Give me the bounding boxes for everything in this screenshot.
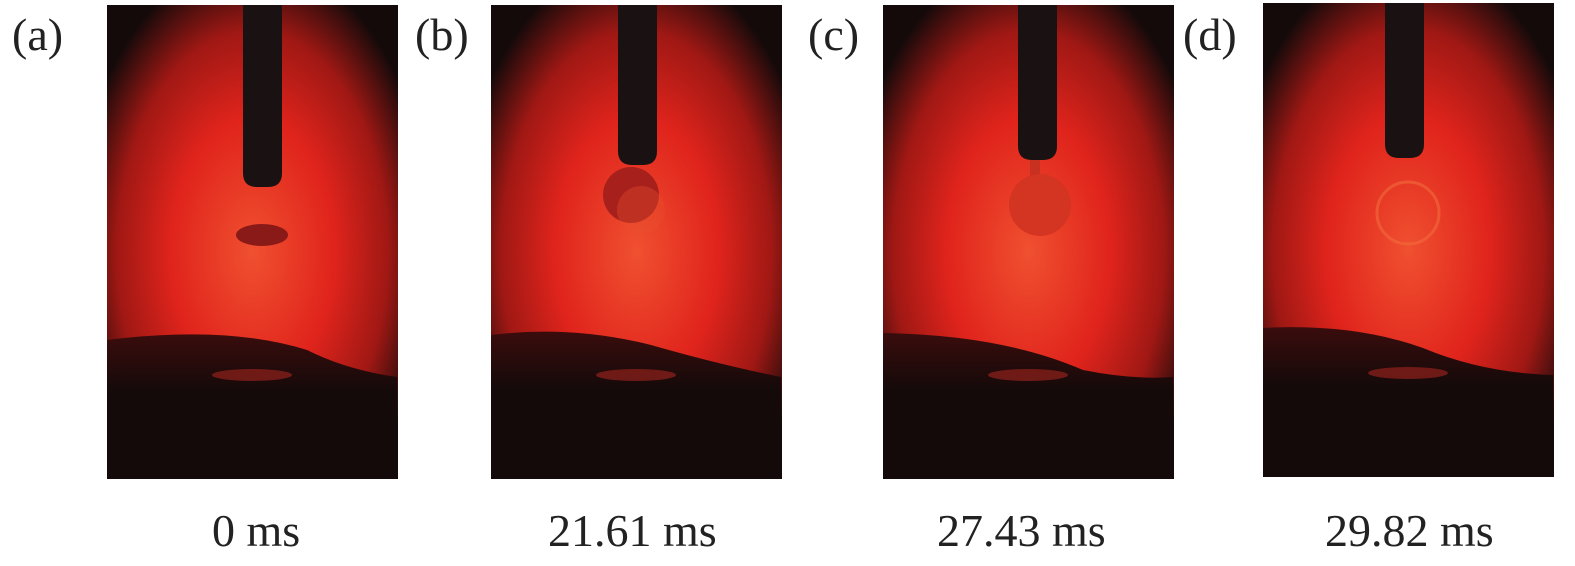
time-label-d: 29.82 ms xyxy=(1325,505,1494,556)
panel-label-c: (c) xyxy=(808,9,860,60)
photo-b xyxy=(491,5,782,479)
electrode xyxy=(618,5,657,165)
time-label-b: 21.61 ms xyxy=(548,505,717,556)
weld-pool xyxy=(883,333,1173,479)
electrode xyxy=(243,5,282,187)
time-label-c: 27.43 ms xyxy=(937,505,1106,556)
droplet xyxy=(236,224,288,246)
photo-c xyxy=(883,5,1174,479)
weld-pool xyxy=(491,331,781,479)
electrode xyxy=(1385,3,1424,158)
panel-label-b: (b) xyxy=(415,9,469,60)
time-label-a: 0 ms xyxy=(212,505,301,556)
photo-a xyxy=(107,5,398,479)
weld-pool xyxy=(1263,327,1553,477)
electrode xyxy=(1018,5,1057,160)
droplet xyxy=(603,167,665,234)
droplet xyxy=(1375,180,1441,246)
panel-label-d: (d) xyxy=(1183,9,1237,60)
droplet xyxy=(1009,160,1071,236)
photo-d xyxy=(1263,3,1554,477)
weld-pool xyxy=(107,334,397,479)
panel-label-a: (a) xyxy=(12,9,64,60)
